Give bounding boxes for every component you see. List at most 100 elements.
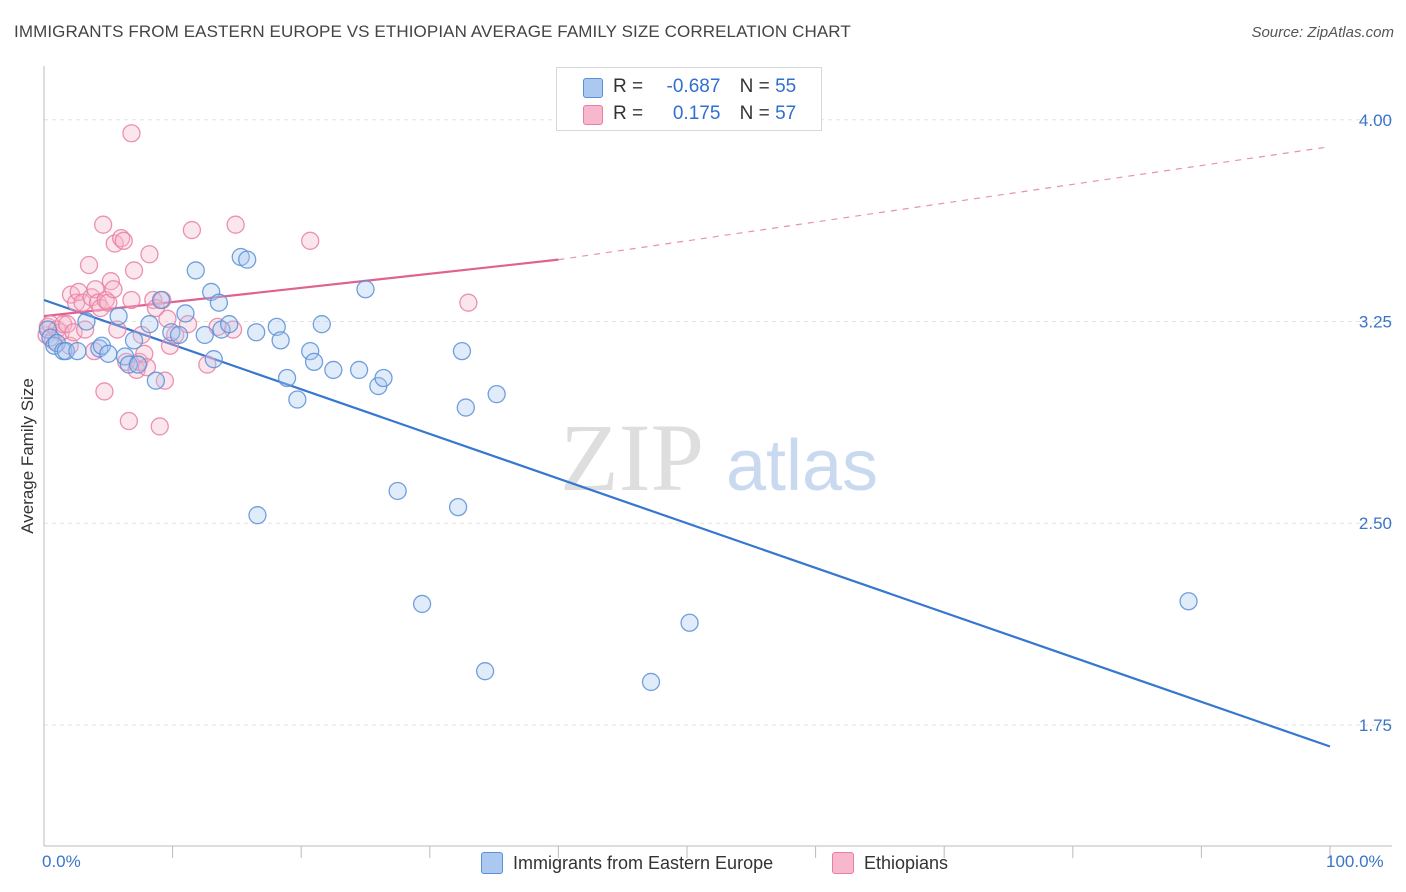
pink-swatch-icon: [832, 852, 854, 874]
correlation-legend: R = -0.687 N = 55 R = 0.175 N = 57: [556, 67, 822, 131]
chart-title: IMMIGRANTS FROM EASTERN EUROPE VS ETHIOP…: [14, 22, 851, 41]
trend-line-ethiopians: [43, 258, 559, 318]
point-ethiopians: [140, 245, 159, 264]
point-eastern-europe: [641, 672, 661, 692]
point-eastern-europe: [374, 368, 393, 388]
point-ethiopians: [119, 411, 139, 431]
legend-label-ethiopians: Ethiopians: [864, 852, 949, 873]
n-label: N =: [739, 76, 770, 97]
point-eastern-europe: [247, 323, 266, 342]
point-eastern-europe: [277, 368, 297, 388]
point-eastern-europe: [90, 339, 109, 358]
x-tick-label-max: 100.0%: [1326, 852, 1384, 871]
point-eastern-europe: [324, 360, 343, 380]
point-ethiopians: [112, 228, 131, 248]
r-value: 0.175: [672, 103, 721, 124]
n-value: 55: [775, 76, 797, 97]
point-eastern-europe: [412, 594, 432, 614]
blue-swatch-icon: [481, 852, 503, 874]
point-ethiopians: [79, 255, 99, 275]
x-tick-label-min: 0.0%: [42, 852, 81, 871]
data-points: [37, 124, 1198, 692]
r-label: R =: [613, 103, 644, 124]
point-eastern-europe: [1179, 592, 1198, 611]
point-eastern-europe: [475, 662, 495, 681]
point-ethiopians: [94, 215, 113, 234]
trend-lines: [43, 146, 1331, 748]
point-eastern-europe: [487, 384, 506, 404]
point-eastern-europe: [109, 306, 128, 326]
watermark-atlas: atlas: [726, 426, 878, 506]
n-label: N =: [739, 103, 770, 124]
y-tick-label: 1.75: [1359, 716, 1392, 735]
point-eastern-europe: [456, 398, 475, 417]
point-ethiopians: [95, 382, 114, 401]
point-ethiopians: [114, 231, 133, 250]
point-eastern-europe: [356, 280, 375, 299]
point-ethiopians: [122, 290, 141, 310]
point-eastern-europe: [448, 497, 468, 517]
r-label: R =: [613, 76, 644, 97]
point-ethiopians: [150, 417, 169, 436]
point-eastern-europe: [128, 355, 148, 374]
legend-label-eastern-europe: Immigrants from Eastern Europe: [513, 852, 774, 873]
point-ethiopians: [459, 293, 478, 312]
point-eastern-europe: [248, 506, 267, 525]
point-eastern-europe: [238, 250, 257, 269]
point-ethiopians: [124, 261, 144, 280]
point-eastern-europe: [186, 261, 205, 280]
point-eastern-europe: [195, 325, 214, 345]
point-ethiopians: [182, 220, 202, 240]
point-eastern-europe: [220, 315, 239, 334]
n-value: 57: [775, 103, 797, 124]
point-ethiopians: [226, 215, 245, 234]
point-eastern-europe: [176, 304, 195, 323]
point-ethiopians: [158, 309, 177, 328]
point-eastern-europe: [151, 290, 171, 310]
point-eastern-europe: [124, 331, 144, 350]
source-label: Source: ZipAtlas.com: [1251, 24, 1394, 41]
point-eastern-europe: [388, 481, 407, 501]
y-tick-label: 3.25: [1359, 313, 1392, 332]
blue-swatch-icon: [583, 78, 603, 98]
point-eastern-europe: [146, 371, 166, 390]
point-eastern-europe: [349, 360, 369, 380]
point-eastern-europe: [267, 317, 286, 337]
point-eastern-europe: [304, 352, 324, 372]
point-ethiopians: [122, 124, 141, 143]
point-ethiopians: [73, 293, 92, 312]
pink-swatch-icon: [583, 105, 603, 125]
axes: [43, 66, 1392, 858]
y-tick-labels: 1.75 2.50 3.25 4.00: [1359, 111, 1392, 735]
point-eastern-europe: [301, 341, 320, 361]
point-ethiopians: [301, 231, 320, 250]
point-eastern-europe: [271, 331, 290, 350]
watermark-zip: ZIP: [560, 404, 704, 511]
point-eastern-europe: [77, 312, 96, 331]
y-tick-label: 4.00: [1359, 111, 1392, 130]
point-eastern-europe: [680, 613, 699, 632]
gridlines: [44, 119, 1392, 726]
y-tick-label: 2.50: [1359, 514, 1392, 533]
legend-item-ethiopians[interactable]: Ethiopians: [832, 852, 948, 874]
point-eastern-europe: [204, 350, 223, 369]
point-ethiopians: [64, 323, 83, 342]
point-eastern-europe: [209, 293, 229, 312]
trend-line-ethiopians-extension: [558, 146, 1331, 261]
trend-line-eastern-europe: [43, 298, 1331, 748]
point-eastern-europe: [288, 390, 307, 409]
point-eastern-europe: [312, 315, 331, 334]
point-ethiopians: [108, 320, 127, 339]
point-ethiopians: [104, 280, 123, 299]
point-eastern-europe: [169, 325, 189, 345]
point-ethiopians: [99, 293, 118, 312]
point-eastern-europe: [45, 336, 64, 355]
point-eastern-europe: [452, 341, 472, 361]
r-value: -0.687: [666, 76, 721, 97]
point-eastern-europe: [99, 344, 118, 363]
point-ethiopians: [135, 344, 154, 363]
point-eastern-europe: [140, 315, 159, 334]
legend-item-eastern-europe[interactable]: Immigrants from Eastern Europe: [481, 852, 773, 874]
point-eastern-europe: [68, 341, 87, 361]
